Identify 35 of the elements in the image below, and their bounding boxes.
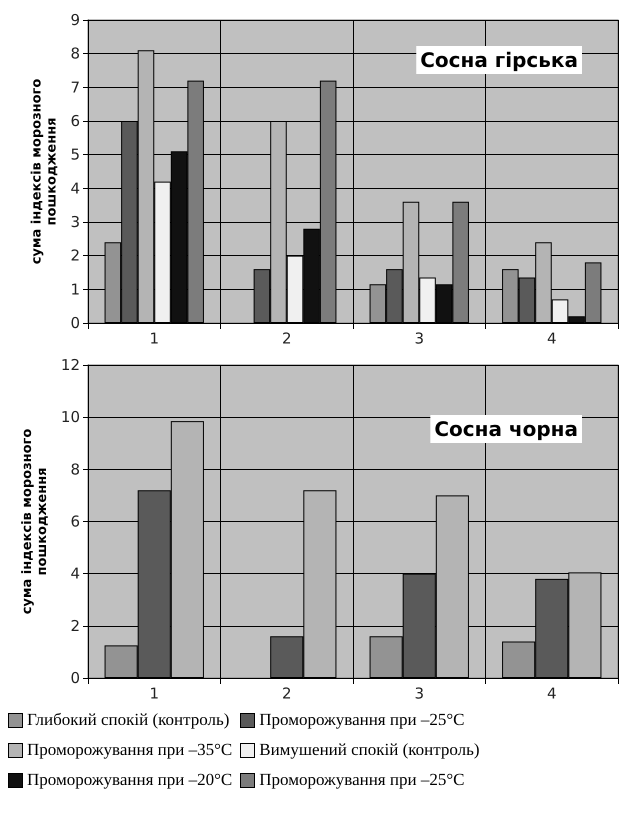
y-tick-label: 4 [70, 564, 80, 583]
y-tick-label: 8 [70, 44, 80, 63]
y-tick-label: 6 [70, 512, 80, 530]
x-tick-label: 2 [282, 330, 292, 348]
y-tick-label: 4 [70, 179, 80, 198]
y-tick-label: 0 [70, 669, 80, 687]
y-tick-label: 12 [60, 356, 80, 374]
x-tick-label: 1 [149, 684, 160, 702]
y-axis-title: сума індексів морозного пошкодження [30, 78, 60, 264]
y-tick-label: 9 [70, 11, 80, 29]
legend-label: Проморожування при –35°C [27, 740, 232, 760]
y-tick-label: 7 [70, 78, 80, 96]
legend-label: Глибокий спокій (контроль) [27, 710, 230, 730]
y-tick-label: 2 [70, 246, 80, 265]
x-tick-label: 3 [414, 684, 424, 702]
text: Сосна гірська [420, 48, 578, 72]
legend-label: Проморожування при –25°C [259, 770, 464, 790]
y-tick-label: 3 [70, 213, 80, 231]
y-tick-label: 6 [70, 112, 80, 130]
legend-label: Проморожування при –25°C [259, 710, 464, 730]
x-tick-label: 1 [149, 330, 160, 348]
y-tick-label: 1 [70, 280, 80, 298]
y-tick-label: 5 [70, 146, 80, 164]
x-tick-label: 2 [282, 684, 292, 702]
y-tick-label: 10 [60, 408, 80, 426]
text: Сосна чорна [434, 417, 578, 441]
x-tick-label: 4 [546, 684, 557, 702]
legend-label: Проморожування при –20°C [27, 770, 232, 790]
y-tick-label: 2 [70, 616, 80, 635]
x-tick-label: 3 [414, 330, 424, 348]
y-tick-label: 0 [70, 314, 80, 332]
y-axis-title: сума індексів морозного пошкодження [20, 428, 50, 614]
legend-label: Вимушений спокій (контроль) [259, 740, 480, 760]
y-tick-label: 8 [70, 460, 80, 478]
x-tick-label: 4 [546, 330, 557, 348]
